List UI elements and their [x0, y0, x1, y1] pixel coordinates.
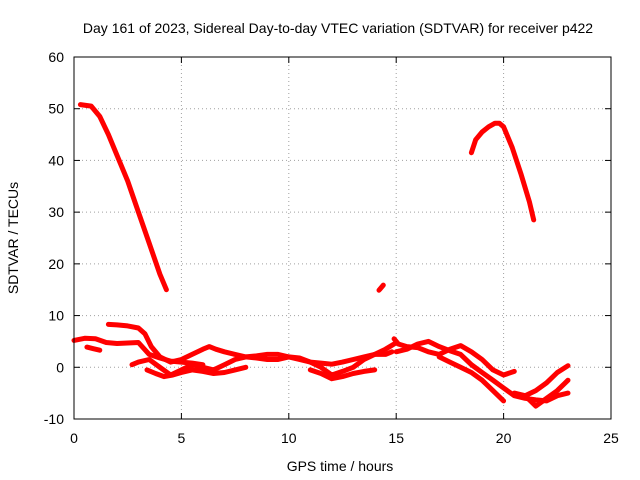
y-tick-label: 20 [48, 256, 64, 272]
series-line-arc-1 [77, 102, 169, 293]
series-line-arc-12 [436, 354, 507, 404]
ticks-layer: 0 5 10 15 20 25 -10 0 10 20 30 40 50 60 [44, 49, 619, 446]
y-tick-label: 10 [48, 308, 64, 324]
series-line-arc-11 [393, 338, 571, 404]
y-tick-label: 50 [48, 101, 64, 117]
series-line-arc-8 [144, 364, 249, 380]
x-tick-label: 20 [496, 430, 512, 446]
x-tick-label: 25 [603, 430, 619, 446]
y-tick-label: 0 [56, 359, 64, 375]
series-line-arc-4 [71, 335, 206, 368]
x-tick-label: 10 [281, 430, 297, 446]
series-line-arc-14 [522, 377, 571, 409]
series-layer [71, 102, 571, 409]
grid-layer [74, 57, 611, 419]
series-line-arc-2 [468, 120, 537, 223]
x-axis-label: GPS time / hours [287, 458, 394, 474]
series-line-arc-3 [376, 282, 386, 293]
plot-frame [73, 56, 612, 420]
series-line-arc-5 [84, 344, 103, 353]
y-axis-label: SDTVAR / TECUs [5, 182, 21, 294]
y-tick-label: 60 [48, 49, 64, 65]
series-line-arc-9 [307, 367, 378, 382]
y-tick-label: -10 [44, 411, 64, 427]
x-tick-label: 15 [388, 430, 404, 446]
chart-title: Day 161 of 2023, Sidereal Day-to-day VTE… [83, 20, 593, 36]
y-tick-label: 40 [48, 152, 64, 168]
x-tick-label: 0 [70, 430, 78, 446]
x-tick-label: 5 [178, 430, 186, 446]
y-tick-label: 30 [48, 204, 64, 220]
